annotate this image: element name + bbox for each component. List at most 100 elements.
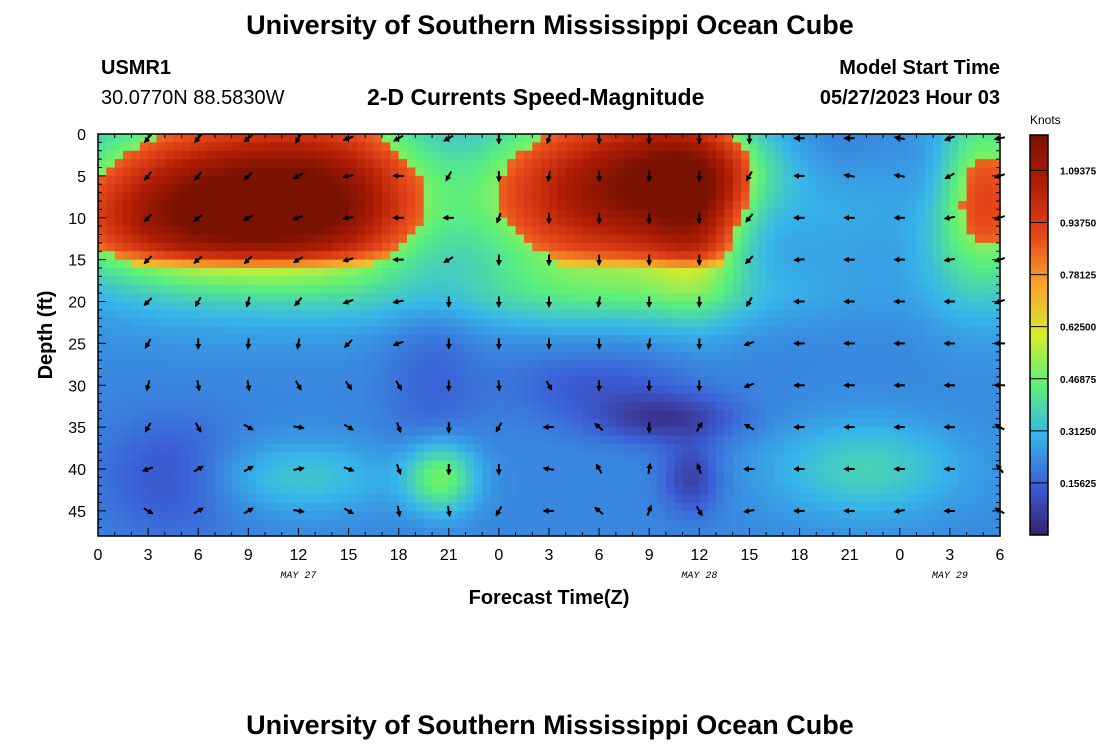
heatmap-cell <box>465 192 475 202</box>
heatmap-cell <box>599 510 609 520</box>
heatmap-cell <box>983 469 993 478</box>
heatmap-cell <box>507 485 517 495</box>
heatmap-cell <box>607 217 617 227</box>
heatmap-cell <box>916 418 926 428</box>
heatmap-cell <box>599 226 609 236</box>
heatmap-cell <box>148 301 158 311</box>
heatmap-cell <box>532 301 542 311</box>
heatmap-cell <box>515 134 525 143</box>
heatmap-cell <box>482 192 492 202</box>
heatmap-cell <box>206 259 216 269</box>
heatmap-cell <box>214 276 224 286</box>
heatmap-cell <box>883 502 893 512</box>
heatmap-cell <box>164 159 174 169</box>
heatmap-cell <box>189 368 199 378</box>
heatmap-cell <box>540 268 550 277</box>
heatmap-cell <box>858 360 867 370</box>
heatmap-cell <box>390 368 400 378</box>
heatmap-cell <box>983 376 993 386</box>
heatmap-cell <box>582 510 592 520</box>
heatmap-cell <box>791 276 801 286</box>
heatmap-cell <box>239 427 249 437</box>
heatmap-cell <box>649 351 659 361</box>
heatmap-cell <box>707 184 717 194</box>
heatmap-cell <box>649 435 659 445</box>
heatmap-cell <box>206 510 216 520</box>
heatmap-cell <box>106 217 116 227</box>
heatmap-cell <box>724 134 734 143</box>
heatmap-cell <box>974 427 984 437</box>
heatmap-cell <box>181 318 191 328</box>
heatmap-cell <box>766 385 776 395</box>
heatmap-cell <box>632 309 642 319</box>
heatmap-cell <box>331 217 341 227</box>
heatmap-cell <box>148 226 158 236</box>
heatmap-cell <box>949 427 959 437</box>
heatmap-cell <box>933 502 943 512</box>
heatmap-cell <box>498 134 508 143</box>
heatmap-cell <box>924 192 934 202</box>
heatmap-cell <box>139 410 149 420</box>
heatmap-cell <box>899 201 909 210</box>
heatmap-cell <box>891 376 901 386</box>
heatmap-cell <box>732 201 742 210</box>
heatmap-cell <box>741 184 751 194</box>
heatmap-cell <box>415 301 425 311</box>
heatmap-cell <box>398 452 408 462</box>
heatmap-cell <box>824 251 834 261</box>
heatmap-cell <box>741 309 751 319</box>
heatmap-cell <box>707 477 717 487</box>
heatmap-cell <box>415 510 425 520</box>
heatmap-cell <box>615 393 625 403</box>
heatmap-cell <box>340 360 350 370</box>
heatmap-cell <box>582 251 592 261</box>
heatmap-cell <box>883 167 893 177</box>
heatmap-cell <box>131 159 141 169</box>
heatmap-cell <box>440 209 450 219</box>
heatmap-cell <box>390 142 400 152</box>
heatmap-cell <box>198 427 208 437</box>
heatmap-cell <box>665 242 675 252</box>
heatmap-cell <box>707 201 717 210</box>
heatmap-cell <box>866 276 876 286</box>
heatmap-cell <box>290 150 300 160</box>
heatmap-cell <box>941 175 951 185</box>
heatmap-cell <box>824 150 834 160</box>
heatmap-cell <box>582 418 592 428</box>
heatmap-cell <box>599 343 609 353</box>
heatmap-cell <box>866 268 876 277</box>
heatmap-cell <box>849 510 859 520</box>
heatmap-cell <box>832 435 842 445</box>
heatmap-cell <box>757 184 767 194</box>
heatmap-cell <box>331 276 341 286</box>
heatmap-cell <box>281 209 291 219</box>
heatmap-cell <box>749 242 759 252</box>
heatmap-cell <box>281 418 291 428</box>
heatmap-cell <box>824 393 834 403</box>
heatmap-cell <box>574 452 584 462</box>
heatmap-cell <box>381 376 391 386</box>
heatmap-cell <box>574 443 584 453</box>
heatmap-cell <box>690 393 700 403</box>
heatmap-cell <box>924 368 934 378</box>
heatmap-cell <box>423 217 433 227</box>
heatmap-cell <box>306 368 316 378</box>
heatmap-cell <box>782 376 792 386</box>
heatmap-cell <box>390 351 400 361</box>
heatmap-cell <box>807 142 817 152</box>
heatmap-cell <box>356 485 366 495</box>
heatmap-cell <box>991 410 1001 420</box>
heatmap-cell <box>214 284 224 294</box>
heatmap-cell <box>849 276 859 286</box>
heatmap-cell <box>532 502 542 512</box>
heatmap-cell <box>766 276 776 286</box>
heatmap-cell <box>657 326 667 336</box>
heatmap-cell <box>665 167 675 177</box>
heatmap-cell <box>991 376 1001 386</box>
heatmap-cell <box>615 276 625 286</box>
heatmap-cell <box>832 242 842 252</box>
heatmap-cell <box>549 150 558 160</box>
heatmap-cell <box>106 427 116 437</box>
heatmap-cell <box>214 259 224 269</box>
heatmap-cell <box>774 209 784 219</box>
